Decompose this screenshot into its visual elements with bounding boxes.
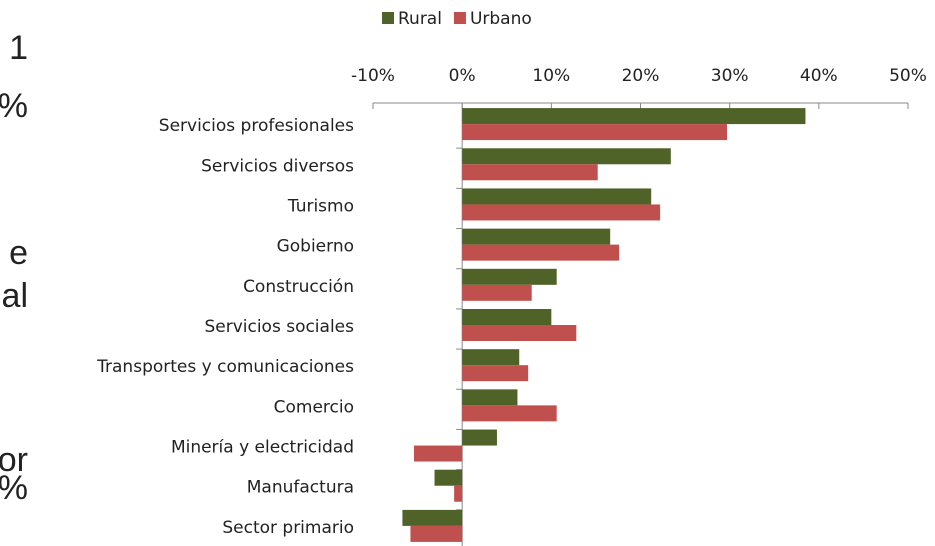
category-label: Turismo	[287, 196, 354, 216]
category-label: Gobierno	[277, 237, 354, 257]
legend-label: Urbano	[470, 9, 532, 29]
x-tick-label: 20%	[622, 66, 660, 86]
category-label: Servicios sociales	[204, 317, 354, 337]
side-text: %	[0, 87, 28, 125]
bar	[462, 429, 497, 446]
side-text: %	[0, 469, 28, 507]
bar	[462, 405, 557, 422]
bar	[454, 485, 463, 502]
bar	[462, 124, 727, 141]
bar	[462, 325, 577, 341]
bar	[462, 365, 529, 382]
category-label: Manufactura	[247, 478, 354, 498]
category-label: Servicios profesionales	[159, 116, 354, 136]
legend-label: Rural	[398, 9, 442, 29]
bar	[462, 188, 652, 205]
bar	[414, 445, 463, 462]
category-label: Comercio	[274, 397, 354, 417]
bar	[462, 309, 552, 325]
legend-swatch	[382, 12, 394, 24]
bar	[462, 204, 661, 221]
x-tick-label: -10%	[351, 66, 395, 86]
bar	[410, 525, 463, 542]
x-tick-label: 0%	[449, 66, 476, 86]
bar	[462, 164, 598, 181]
bar	[462, 228, 611, 245]
bar	[462, 148, 671, 165]
side-text: or	[0, 441, 28, 479]
bar	[462, 284, 532, 301]
legend-swatch	[453, 12, 466, 24]
bar	[462, 108, 806, 125]
bar	[462, 389, 518, 406]
x-tick-label: 10%	[532, 66, 570, 86]
bar	[402, 509, 463, 526]
category-label: Sector primario	[222, 518, 354, 538]
category-label: Minería y electricidad	[171, 438, 354, 458]
x-tick-label: 40%	[800, 66, 838, 86]
x-tick-label: 30%	[711, 66, 749, 86]
category-label: Construcción	[243, 277, 354, 297]
bar	[462, 349, 520, 366]
bar	[462, 244, 620, 261]
bar	[462, 268, 557, 285]
bar	[434, 469, 463, 486]
side-text: 1	[9, 29, 28, 67]
category-label: Transportes y comunicaciones	[96, 357, 354, 377]
x-tick-label: 50%	[889, 66, 927, 86]
category-label: Servicios diversos	[201, 156, 354, 176]
side-text: e	[9, 234, 28, 272]
side-text: al	[2, 277, 28, 315]
